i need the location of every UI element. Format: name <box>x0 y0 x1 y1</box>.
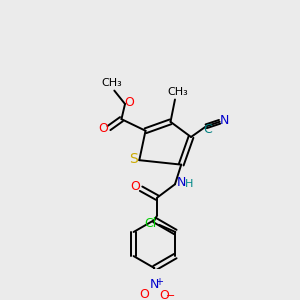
Text: CH₃: CH₃ <box>101 79 122 88</box>
Text: N: N <box>219 114 229 128</box>
Text: O: O <box>130 180 140 194</box>
Text: O: O <box>98 122 108 135</box>
Text: −: − <box>166 291 175 300</box>
Text: S: S <box>130 152 138 166</box>
Text: O: O <box>139 288 149 300</box>
Text: CH₃: CH₃ <box>167 87 188 98</box>
Text: N: N <box>176 176 186 189</box>
Text: O: O <box>159 289 169 300</box>
Text: +: + <box>155 277 163 286</box>
Text: C: C <box>204 123 212 136</box>
Text: Cl: Cl <box>144 217 157 230</box>
Text: H: H <box>185 179 194 189</box>
Text: O: O <box>124 96 134 109</box>
Text: N: N <box>150 278 159 291</box>
